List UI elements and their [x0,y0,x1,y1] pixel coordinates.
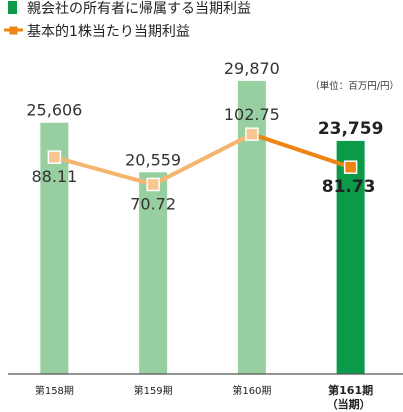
bar-4 [336,140,365,374]
line-segment-2 [151,132,254,187]
legend-item-bar: 親会社の所有者に帰属する当期利益 [8,0,251,17]
x-tick-label-4: 第161期 [328,383,373,397]
x-tick-label-1: 第158期 [35,384,74,397]
line-point-3 [245,127,259,141]
bar-value-labels: 25,606 20,559 29,870 23,759 [26,59,383,169]
legend-label-bar: 親会社の所有者に帰属する当期利益 [27,0,251,17]
bar-value-label-4: 23,759 [318,119,384,139]
line-value-label-1: 88.11 [31,167,77,186]
line-series [47,127,358,192]
x-tick-note-4: （当期） [327,397,371,411]
bar-2 [139,172,168,374]
line-point-4 [343,160,358,174]
line-value-label-3: 102.75 [224,105,280,124]
x-axis-tick-labels: 第158期 第159期 第160期 第161期（当期） [35,383,373,411]
bar-series [40,80,365,375]
line-segment-3 [249,132,353,170]
x-tick-label-2: 第159期 [134,384,173,397]
bar-value-label-1: 25,606 [26,101,82,120]
legend: 親会社の所有者に帰属する当期利益 基本的1株当たり当期利益 [4,0,251,40]
line-segment-1 [52,155,156,187]
unit-note: （単位：百万円/円） [310,80,399,92]
line-point-1 [47,150,62,164]
legend-label-line: 基本的1株当たり当期利益 [27,23,190,40]
bar-value-label-3: 29,870 [224,59,280,78]
legend-swatch-marker [9,26,18,35]
bar-value-label-2: 20,559 [125,150,181,169]
line-value-label-2: 70.72 [130,194,176,213]
legend-item-line: 基本的1株当たり当期利益 [4,23,190,40]
legend-swatch-bar [8,1,17,14]
line-value-labels: 88.11 70.72 102.75 81.73 [31,105,375,213]
bar-1 [40,122,69,375]
line-point-2 [146,177,160,192]
bar-3 [237,80,266,374]
x-tick-label-3: 第160期 [232,384,271,397]
line-value-label-4: 81.73 [322,177,376,197]
